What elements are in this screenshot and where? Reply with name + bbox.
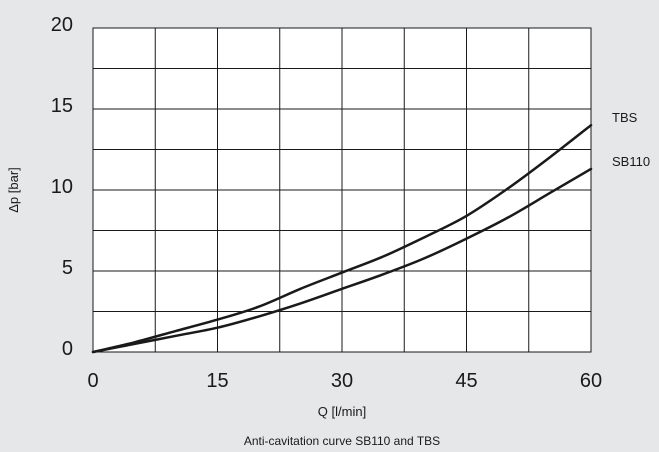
y-tick-label: 0 [62,338,73,360]
y-tick-label: 20 [51,14,73,36]
series-label-tbs: TBS [612,110,638,125]
series-labels: TBS SB110 [612,110,650,169]
x-tick-label: 15 [206,370,228,392]
x-tick-label: 30 [331,370,353,392]
x-tick-labels: 0 15 30 45 60 [87,370,602,392]
y-tick-label: 15 [51,95,73,117]
x-tick-label: 0 [87,370,98,392]
x-axis-label: Q [l/min] [318,404,366,419]
x-tick-label: 45 [455,370,477,392]
series-label-sb110: SB110 [612,154,650,169]
y-tick-label: 10 [51,176,73,198]
series-line-sb110 [91,167,593,354]
y-tick-label: 5 [62,257,73,279]
chart-caption: Anti-cavitation curve SB110 and TBS [244,434,440,448]
series-group [91,123,593,354]
series-line-tbs [91,123,593,354]
x-tick-label: 60 [580,370,602,392]
grid [92,27,592,353]
y-tick-labels: 0 5 10 15 20 [51,14,73,360]
y-axis-label: Δp [bar] [6,167,21,213]
